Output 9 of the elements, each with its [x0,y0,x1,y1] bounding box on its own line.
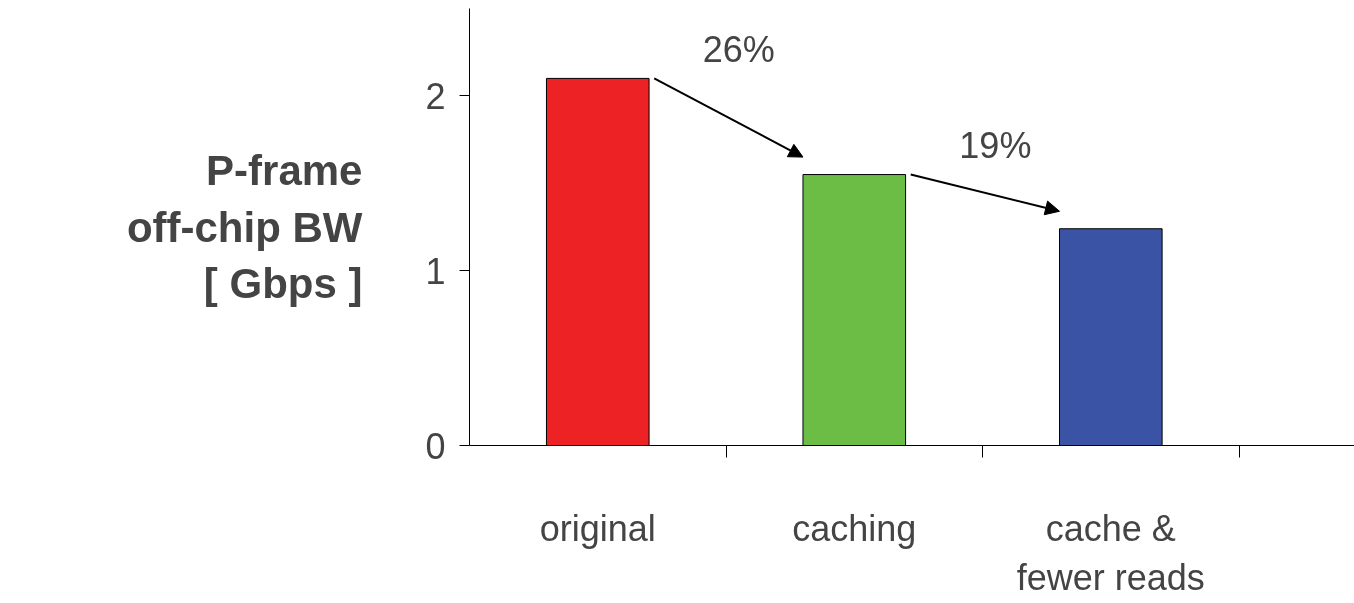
x-tick-label: caching [792,507,917,549]
x-tick-label: original [539,507,656,549]
y-tick-label: 0 [425,425,446,467]
annotation: 26% [702,28,775,70]
annotation: 19% [959,124,1032,166]
y-axis-title: P-frame off-chip BW [ Gbps ] [126,147,363,307]
y-tick-label: 2 [425,75,446,117]
x-tick-label: cache & fewer reads [1016,507,1205,598]
y-tick-label: 1 [425,250,446,292]
